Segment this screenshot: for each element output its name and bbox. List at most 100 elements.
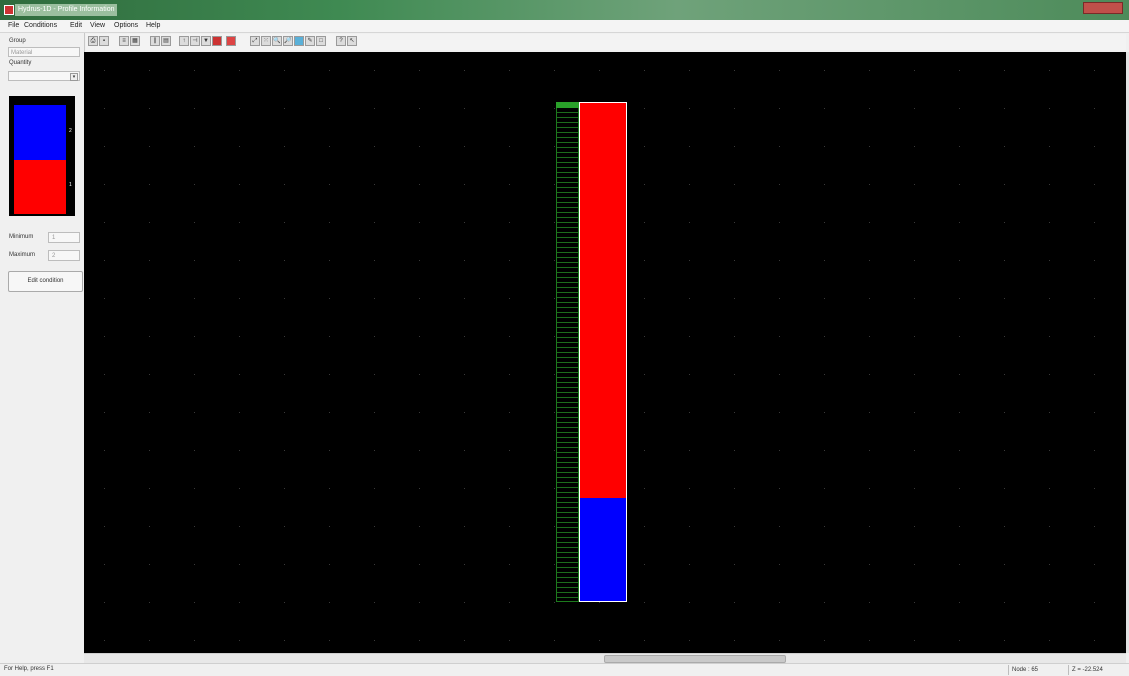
- grid-dot: [1049, 450, 1050, 451]
- scrollbar-thumb[interactable]: [604, 655, 786, 663]
- grid-points-icon[interactable]: ⁙: [261, 36, 271, 46]
- context-help-icon[interactable]: ↖: [347, 36, 357, 46]
- grid-dot: [1094, 298, 1095, 299]
- grid-dot: [959, 412, 960, 413]
- grid-dot: [779, 260, 780, 261]
- grid-dot: [959, 640, 960, 641]
- grid-dot: [689, 564, 690, 565]
- red-bar-icon[interactable]: [226, 36, 236, 46]
- grid-dot: [779, 450, 780, 451]
- help-icon[interactable]: ?: [336, 36, 346, 46]
- profile-material-2[interactable]: [579, 498, 627, 602]
- grid-dot: [329, 260, 330, 261]
- grid-dot: [194, 298, 195, 299]
- root-icon[interactable]: ⊣: [190, 36, 200, 46]
- grid-dot: [1004, 336, 1005, 337]
- grid-dot: [194, 450, 195, 451]
- grid-dot: [554, 222, 555, 223]
- zoom-out-icon[interactable]: 🔎: [283, 36, 293, 46]
- material-icon[interactable]: ▤: [161, 36, 171, 46]
- maximum-field[interactable]: 2: [48, 250, 80, 261]
- selection-icon[interactable]: □: [316, 36, 326, 46]
- grid-dot: [509, 298, 510, 299]
- grid-dot: [239, 374, 240, 375]
- grid-dot: [1004, 184, 1005, 185]
- zoom-window-icon[interactable]: [294, 36, 304, 46]
- grid-dot: [554, 412, 555, 413]
- zoom-in-icon[interactable]: 🔍: [272, 36, 282, 46]
- print-icon[interactable]: ⎙: [88, 36, 98, 46]
- pencil-icon[interactable]: ✎: [305, 36, 315, 46]
- menu-edit[interactable]: Edit: [70, 22, 83, 29]
- menu-help[interactable]: Help: [146, 22, 161, 29]
- grid-dot: [509, 70, 510, 71]
- grid-dot: [464, 336, 465, 337]
- grid-dot: [194, 222, 195, 223]
- grid-dot: [734, 374, 735, 375]
- red-block-icon[interactable]: [212, 36, 222, 46]
- grid-dot: [374, 602, 375, 603]
- edit-condition-button[interactable]: Edit condition: [8, 271, 83, 292]
- grid-dot: [824, 412, 825, 413]
- profile-canvas[interactable]: [84, 52, 1126, 653]
- grid-dot: [959, 184, 960, 185]
- grid-dot: [689, 450, 690, 451]
- grid-dot: [284, 602, 285, 603]
- grid-dot: [779, 488, 780, 489]
- grid-dot: [689, 526, 690, 527]
- finite-element-mesh[interactable]: [556, 102, 579, 602]
- grid-dot: [779, 640, 780, 641]
- column-icon[interactable]: ∥: [150, 36, 160, 46]
- group-field[interactable]: Material: [8, 47, 80, 57]
- grid-dot: [914, 412, 915, 413]
- grid-dot: [149, 640, 150, 641]
- grid-dot: [554, 450, 555, 451]
- grid-dot: [419, 70, 420, 71]
- grid-dot: [914, 374, 915, 375]
- z-readout: Z = -22.524: [1068, 665, 1128, 675]
- save-icon[interactable]: ▪: [99, 36, 109, 46]
- grid-dot: [824, 374, 825, 375]
- chevron-down-icon[interactable]: ▾: [70, 73, 78, 81]
- grid-dot: [284, 298, 285, 299]
- grid-dot: [464, 108, 465, 109]
- grid-icon[interactable]: ▦: [130, 36, 140, 46]
- horizontal-scrollbar[interactable]: [84, 653, 1126, 663]
- grid-dot: [689, 298, 690, 299]
- grid-dot: [869, 260, 870, 261]
- grid-dot: [239, 70, 240, 71]
- grid-dot: [869, 222, 870, 223]
- grid-dot: [1004, 70, 1005, 71]
- sidebar: Group Material Quantity ▾ 2 1 Minimum 1 …: [0, 33, 85, 663]
- grid-dot: [644, 146, 645, 147]
- grid-dot: [374, 374, 375, 375]
- profile-material-1[interactable]: [579, 102, 627, 498]
- grid-dot: [329, 640, 330, 641]
- vertical-scrollbar[interactable]: [1126, 52, 1129, 653]
- grid-dot: [554, 564, 555, 565]
- grid-dot: [149, 146, 150, 147]
- observation-icon[interactable]: ↑: [179, 36, 189, 46]
- menu-file[interactable]: File: [8, 22, 20, 29]
- grid-dot: [869, 488, 870, 489]
- quantity-dropdown[interactable]: ▾: [8, 71, 80, 81]
- grid-dot: [959, 222, 960, 223]
- grid-dot: [329, 412, 330, 413]
- grid-dot: [329, 336, 330, 337]
- grid-dot: [104, 450, 105, 451]
- grid-dot: [644, 336, 645, 337]
- list-icon[interactable]: ≡: [119, 36, 129, 46]
- menu-conditions[interactable]: Conditions: [24, 22, 58, 29]
- down-arrow-icon[interactable]: ▼: [201, 36, 211, 46]
- grid-dot: [644, 298, 645, 299]
- grid-dot: [104, 70, 105, 71]
- zoom-extents-icon[interactable]: ⤢: [250, 36, 260, 46]
- grid-dot: [914, 602, 915, 603]
- grid-dot: [689, 70, 690, 71]
- grid-dot: [194, 184, 195, 185]
- minimum-field[interactable]: 1: [48, 232, 80, 243]
- menu-view[interactable]: View: [90, 22, 106, 29]
- close-icon[interactable]: [1083, 2, 1123, 14]
- grid-dot: [509, 488, 510, 489]
- menu-options[interactable]: Options: [114, 22, 139, 29]
